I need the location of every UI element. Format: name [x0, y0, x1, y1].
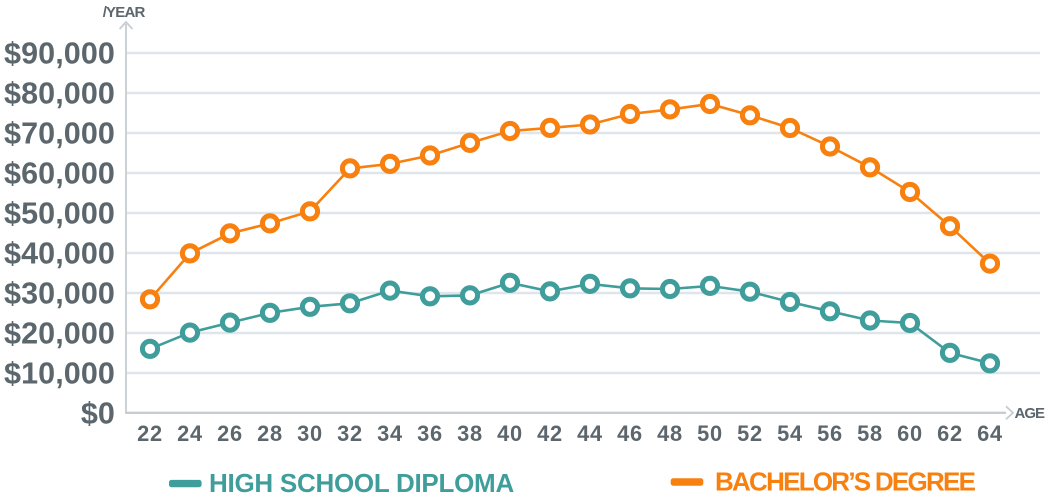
- svg-text:$80,000: $80,000: [4, 77, 115, 111]
- svg-text:26: 26: [217, 421, 243, 446]
- svg-text:$90,000: $90,000: [4, 37, 115, 71]
- svg-text:$60,000: $60,000: [4, 157, 115, 191]
- svg-text:HIGH SCHOOL DIPLOMA: HIGH SCHOOL DIPLOMA: [209, 468, 514, 495]
- svg-text:44: 44: [577, 421, 603, 446]
- svg-text:64: 64: [977, 421, 1003, 446]
- svg-text:54: 54: [777, 421, 803, 446]
- svg-text:52: 52: [737, 421, 763, 446]
- svg-text:48: 48: [657, 421, 683, 446]
- svg-text:22: 22: [137, 421, 163, 446]
- svg-text:$70,000: $70,000: [4, 117, 115, 151]
- svg-text:38: 38: [457, 421, 483, 446]
- svg-text:58: 58: [857, 421, 883, 446]
- svg-text:40: 40: [497, 421, 523, 446]
- svg-text:50: 50: [697, 421, 723, 446]
- svg-text:AGE: AGE: [1015, 405, 1046, 422]
- svg-text:$50,000: $50,000: [4, 197, 115, 231]
- svg-text:42: 42: [537, 421, 563, 446]
- svg-text:$0: $0: [81, 397, 115, 431]
- svg-text:$40,000: $40,000: [4, 237, 115, 271]
- svg-text:46: 46: [617, 421, 643, 446]
- svg-text:$30,000: $30,000: [4, 277, 115, 311]
- svg-text:60: 60: [897, 421, 923, 446]
- svg-text:$10,000: $10,000: [4, 357, 115, 391]
- svg-text:30: 30: [297, 421, 323, 446]
- svg-text:28: 28: [257, 421, 283, 446]
- svg-text:32: 32: [337, 421, 363, 446]
- svg-text:56: 56: [817, 421, 843, 446]
- svg-text:BACHELOR’S DEGREE: BACHELOR’S DEGREE: [715, 467, 976, 495]
- svg-text:62: 62: [937, 421, 963, 446]
- svg-text:34: 34: [377, 421, 403, 446]
- svg-text:24: 24: [177, 421, 203, 446]
- svg-text:/YEAR: /YEAR: [103, 4, 146, 21]
- svg-text:$20,000: $20,000: [4, 317, 115, 351]
- svg-text:36: 36: [417, 421, 443, 446]
